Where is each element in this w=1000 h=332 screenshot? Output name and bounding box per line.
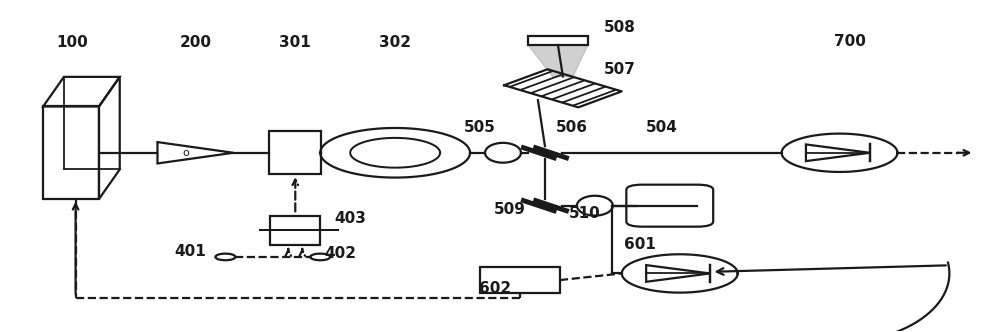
Text: 506: 506 [556, 120, 588, 134]
Text: 403: 403 [334, 210, 366, 225]
Text: 601: 601 [624, 237, 656, 252]
Bar [269, 131, 321, 174]
Text: 510: 510 [569, 206, 601, 220]
Polygon shape [528, 45, 588, 77]
Text: o: o [183, 148, 189, 158]
Text: 509: 509 [494, 202, 526, 217]
Text: 100: 100 [57, 35, 88, 50]
Text: 302: 302 [379, 35, 411, 50]
Text: 508: 508 [604, 20, 636, 36]
Text: 507: 507 [604, 62, 636, 77]
Text: 200: 200 [179, 35, 211, 50]
Text: 504: 504 [646, 120, 678, 134]
Text: 700: 700 [834, 34, 865, 48]
Text: 505: 505 [464, 120, 496, 134]
Text: 402: 402 [324, 246, 356, 261]
Bar [480, 267, 560, 293]
Text: 401: 401 [175, 244, 206, 259]
Bar [528, 36, 588, 45]
Text: 301: 301 [279, 35, 311, 50]
Text: 602: 602 [479, 281, 511, 295]
Bar [270, 216, 320, 245]
